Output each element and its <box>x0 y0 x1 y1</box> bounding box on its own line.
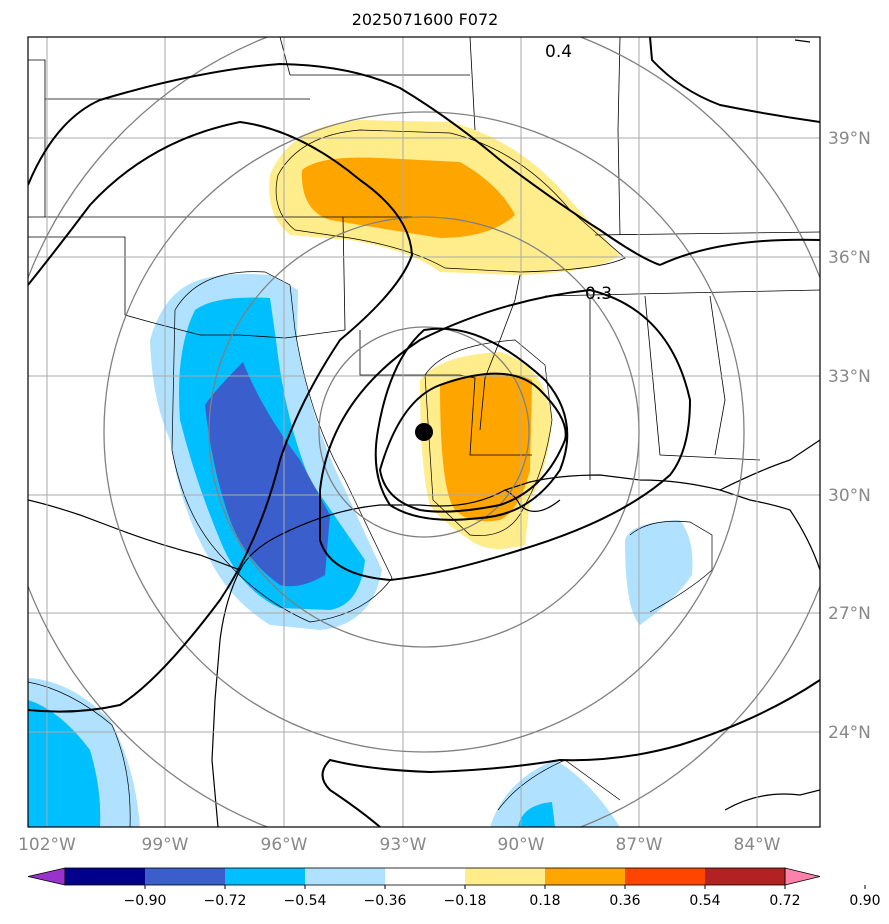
graticule <box>28 37 820 827</box>
contour-label: 0.3 <box>585 284 612 304</box>
negative-anomaly-east <box>625 520 693 625</box>
colorbar-cell <box>545 868 625 885</box>
lon-label: 99°W <box>142 835 189 855</box>
colorbar-tick-label: 0.72 <box>769 893 800 909</box>
colorbar-tick-label: 0.18 <box>529 893 560 909</box>
lon-label: 87°W <box>616 835 663 855</box>
colorbar-cell <box>305 868 385 885</box>
colorbar-cell <box>465 868 545 885</box>
state-borders <box>28 37 820 480</box>
latitude-labels: 39°N 36°N 33°N 30°N 27°N 24°N <box>828 129 871 743</box>
storm-center-marker <box>415 423 433 441</box>
colorbar-tick-label: −0.72 <box>204 893 247 909</box>
lon-label: 102°W <box>18 835 76 855</box>
coastline <box>28 39 820 827</box>
colorbar-tick-label: −0.90 <box>124 893 167 909</box>
longitude-labels: 102°W 99°W 96°W 93°W 90°W 87°W 84°W <box>18 835 781 855</box>
colorbar-tick-label: −0.18 <box>444 893 487 909</box>
colorbar-tick-label: −0.36 <box>364 893 407 909</box>
lat-label: 30°N <box>828 486 871 506</box>
map-plot-area: 0.4 0.3 <box>28 37 820 827</box>
colorbar-cell <box>625 868 705 885</box>
map-title: 2025071600 F072 <box>351 10 499 29</box>
colorbar-tick-label: −0.54 <box>284 893 327 909</box>
lat-label: 36°N <box>828 248 871 268</box>
colorbar: −0.90 −0.72 −0.54 −0.36 −0.18 0.18 0.36 0.54 0.7… <box>27 867 881 909</box>
colorbar-extend-high <box>784 867 821 886</box>
colorbar-cell <box>385 868 465 885</box>
lat-label: 33°N <box>828 367 871 387</box>
colorbar-cell <box>225 868 305 885</box>
colorbar-tick-label: 0.54 <box>689 893 720 909</box>
lat-label: 24°N <box>828 723 871 743</box>
colorbar-cell <box>145 868 225 885</box>
lon-label: 90°W <box>498 835 545 855</box>
negative-anomaly-south <box>490 760 620 827</box>
colorbar-tick-label: 0.36 <box>609 893 640 909</box>
lat-label: 27°N <box>828 604 871 624</box>
range-rings <box>28 37 820 827</box>
thick-contours <box>28 37 820 827</box>
map-frame <box>27 36 821 828</box>
lon-label: 93°W <box>380 835 427 855</box>
colorbar-cell <box>705 868 785 885</box>
lon-label: 96°W <box>261 835 308 855</box>
lat-label: 39°N <box>828 129 871 149</box>
colorbar-tick-label: 0.90 <box>849 893 880 909</box>
contour-label: 0.4 <box>545 42 572 62</box>
lon-label: 84°W <box>734 835 781 855</box>
colorbar-extend-low <box>27 867 66 886</box>
colorbar-border <box>64 867 786 886</box>
colorbar-cell <box>65 868 145 885</box>
